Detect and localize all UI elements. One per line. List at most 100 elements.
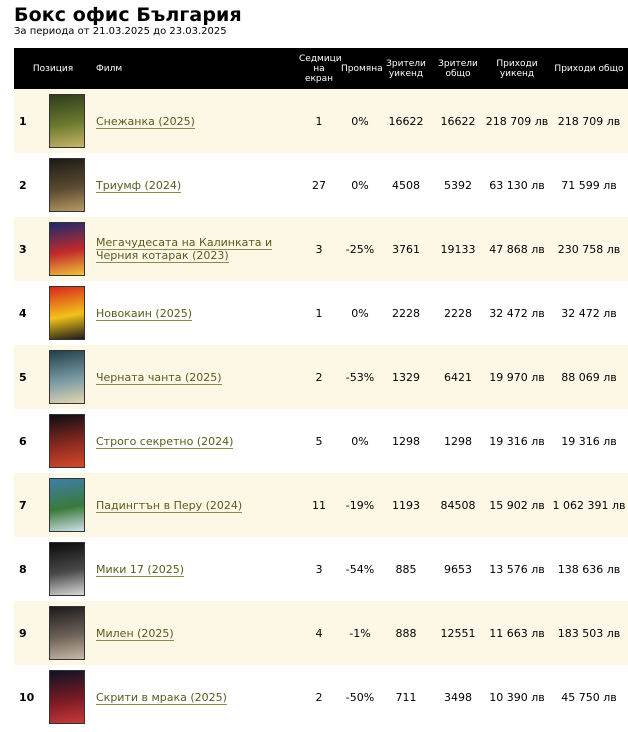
viewers-total-value: 16622 [440, 114, 476, 128]
box-office-table: Позиция Филм Седмици на екран Промяна Зр… [14, 48, 628, 729]
weeks-value: 2 [315, 370, 323, 384]
viewers-total-value: 1298 [444, 434, 472, 448]
revenue-total-value: 71 599 лв [561, 178, 617, 192]
revenue-total-value: 45 750 лв [561, 690, 617, 704]
film-title-link[interactable]: Скрити в мрака (2025) [96, 690, 227, 705]
movie-poster-image[interactable] [49, 606, 85, 660]
film-cell: Строго секретно (2024) [92, 409, 298, 473]
page-title: Бокс офис България [14, 4, 242, 26]
revenue-weekend-value: 19 316 лв [489, 434, 545, 448]
viewers-total-value: 6421 [444, 370, 472, 384]
change-value: -54% [345, 562, 375, 576]
viewers-total-value: 5392 [444, 178, 472, 192]
movie-poster-image[interactable] [49, 414, 85, 468]
viewers-weekend-value: 885 [395, 562, 417, 576]
viewers-total-value: 9653 [444, 562, 472, 576]
film-cell: Новокаин (2025) [92, 281, 298, 345]
film-title-link[interactable]: Строго секретно (2024) [96, 434, 234, 449]
col-header-change: Промяна [340, 48, 383, 89]
film-cell: Мики 17 (2025) [92, 537, 298, 601]
change-value: 0% [351, 178, 369, 192]
table-row: 2 Триумф (2024) 27 0% 4508 5392 63 130 лв 71 59… [14, 153, 628, 217]
movie-poster-image[interactable] [49, 542, 85, 596]
revenue-total-value: 230 758 лв [557, 242, 621, 256]
viewers-total-value: 3498 [444, 690, 472, 704]
revenue-weekend-value: 15 902 лв [489, 498, 545, 512]
movie-poster-image[interactable] [49, 478, 85, 532]
film-cell: Мегачудесата на Калинката и Черния котар… [92, 217, 298, 281]
table-header-row: Позиция Филм Седмици на екран Промяна Зр… [14, 48, 628, 89]
change-value: 0% [351, 434, 369, 448]
movie-poster-image[interactable] [49, 286, 85, 340]
revenue-weekend-value: 10 390 лв [489, 690, 545, 704]
table-row: 5 Черната чанта (2025) 2 -53% 1329 6421 19 970… [14, 345, 628, 409]
viewers-weekend-value: 2228 [392, 306, 420, 320]
revenue-total-value: 138 636 лв [557, 562, 621, 576]
revenue-total-value: 32 472 лв [561, 306, 617, 320]
period-subtitle: За периода от 21.03.2025 до 23.03.2025 [14, 26, 227, 37]
revenue-weekend-value: 63 130 лв [489, 178, 545, 192]
change-value: 0% [351, 306, 369, 320]
film-cell: Триумф (2024) [92, 153, 298, 217]
col-header-revenue-weekend: Приходи уикенд [484, 48, 550, 89]
movie-poster-image[interactable] [49, 350, 85, 404]
col-header-viewers-weekend: Зрители уикенд [380, 48, 432, 89]
poster-cell [48, 601, 92, 665]
weeks-value: 27 [312, 178, 326, 192]
weeks-value: 5 [315, 434, 323, 448]
poster-cell [48, 89, 92, 153]
poster-cell [48, 409, 92, 473]
change-value: -53% [345, 370, 375, 384]
film-title-link[interactable]: Черната чанта (2025) [96, 370, 222, 385]
viewers-total-value: 19133 [440, 242, 476, 256]
film-cell: Снежанка (2025) [92, 89, 298, 153]
film-title-link[interactable]: Милен (2025) [96, 626, 174, 641]
film-title-link[interactable]: Триумф (2024) [96, 178, 182, 193]
movie-poster-image[interactable] [49, 222, 85, 276]
viewers-weekend-value: 1298 [392, 434, 420, 448]
table-row: 6 Строго секретно (2024) 5 0% 1298 1298 19 316… [14, 409, 628, 473]
col-header-weeks: Седмици на екран [298, 48, 342, 89]
viewers-weekend-value: 1193 [392, 498, 420, 512]
viewers-total-value: 2228 [444, 306, 472, 320]
movie-poster-image[interactable] [49, 94, 85, 148]
film-cell: Падингтън в Перу (2024) [92, 473, 298, 537]
revenue-total-value: 1 062 391 лв [552, 498, 626, 512]
table-row: 3 Мегачудесата на Калинката и Черния кота… [14, 217, 628, 281]
film-title-link[interactable]: Новокаин (2025) [96, 306, 193, 321]
col-header-revenue-total: Приходи общо [550, 48, 628, 89]
poster-cell [48, 665, 92, 729]
viewers-total-value: 84508 [440, 498, 476, 512]
viewers-weekend-value: 888 [395, 626, 417, 640]
rank-number: 5 [19, 370, 27, 384]
revenue-weekend-value: 32 472 лв [489, 306, 545, 320]
film-title-link[interactable]: Снежанка (2025) [96, 114, 195, 129]
poster-cell [48, 153, 92, 217]
viewers-weekend-value: 711 [395, 690, 417, 704]
table-row: 9 Милен (2025) 4 -1% 888 12551 11 663 лв 183 50… [14, 601, 628, 665]
movie-poster-image[interactable] [49, 670, 85, 724]
revenue-weekend-value: 13 576 лв [489, 562, 545, 576]
weeks-value: 1 [315, 114, 323, 128]
film-title-link[interactable]: Мегачудесата на Калинката и Черния котар… [96, 236, 273, 263]
change-value: -50% [345, 690, 375, 704]
change-value: -19% [345, 498, 375, 512]
rank-number: 7 [19, 498, 27, 512]
poster-cell [48, 345, 92, 409]
revenue-total-value: 19 316 лв [561, 434, 617, 448]
viewers-weekend-value: 4508 [392, 178, 420, 192]
weeks-value: 11 [312, 498, 326, 512]
viewers-weekend-value: 3761 [392, 242, 420, 256]
revenue-weekend-value: 47 868 лв [489, 242, 545, 256]
poster-cell [48, 281, 92, 345]
film-cell: Милен (2025) [92, 601, 298, 665]
weeks-value: 3 [315, 562, 323, 576]
film-title-link[interactable]: Мики 17 (2025) [96, 562, 184, 577]
table-row: 4 Новокаин (2025) 1 0% 2228 2228 32 472 лв 32 4… [14, 281, 628, 345]
movie-poster-image[interactable] [49, 158, 85, 212]
weeks-value: 3 [315, 242, 323, 256]
revenue-weekend-value: 11 663 лв [489, 626, 545, 640]
change-value: -25% [345, 242, 375, 256]
film-title-link[interactable]: Падингтън в Перу (2024) [96, 498, 243, 513]
